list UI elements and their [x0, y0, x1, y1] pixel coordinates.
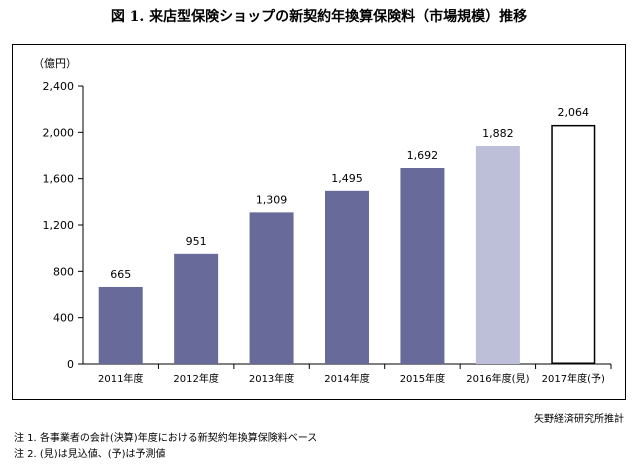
source-note: 矢野経済研究所推計	[534, 414, 624, 425]
chart-title: 図 1. 来店型保険ショップの新契約年換算保険料（市場規模）推移	[110, 9, 528, 25]
bar	[325, 190, 369, 364]
x-tick-label: 2013年度	[249, 372, 294, 385]
y-tick-label: 2,000	[43, 126, 75, 139]
bar-chart: （億円） 0 400 800 1,200 1,600 2,000 2,400 665 2011年度…	[33, 57, 612, 385]
bar	[174, 253, 219, 364]
y-tick-label: 1,600	[43, 173, 75, 186]
y-tick-label: 1,200	[43, 219, 75, 232]
x-tick-label: 2012年度	[173, 372, 218, 385]
data-label: 1,882	[482, 127, 514, 140]
data-label: 1,692	[407, 149, 439, 162]
footnote-2: 注 2. (見)は見込値、(予)は予測値	[14, 449, 166, 460]
x-tick-label: 2016年度(見)	[466, 372, 529, 385]
chart-frame: （億円） 0 400 800 1,200 1,600 2,000 2,400 665 2011年度…	[12, 44, 626, 400]
data-label: 951	[186, 235, 207, 248]
x-tick-label: 2014年度	[324, 372, 369, 385]
y-unit-label: （億円）	[33, 57, 77, 70]
data-label: 1,309	[256, 193, 288, 206]
bar	[551, 124, 596, 364]
y-tick-label: 2,400	[43, 80, 75, 93]
bar	[249, 212, 294, 364]
x-tick-label: 2011年度	[98, 372, 143, 385]
y-tick-label: 0	[67, 358, 74, 371]
data-label: 665	[110, 268, 131, 281]
footnote-1: 注 1. 各事業者の会計(決算)年度における新契約年換算保険料ベース	[14, 433, 318, 444]
y-tick-label: 800	[53, 265, 74, 278]
data-label: 1,495	[331, 172, 363, 185]
y-tick-label: 400	[53, 312, 74, 325]
bar	[400, 168, 445, 364]
x-tick-label: 2017年度(予)	[542, 372, 605, 385]
bar	[475, 146, 520, 364]
x-tick-label: 2015年度	[400, 372, 445, 385]
data-label: 2,064	[558, 106, 590, 119]
bar	[98, 286, 143, 364]
